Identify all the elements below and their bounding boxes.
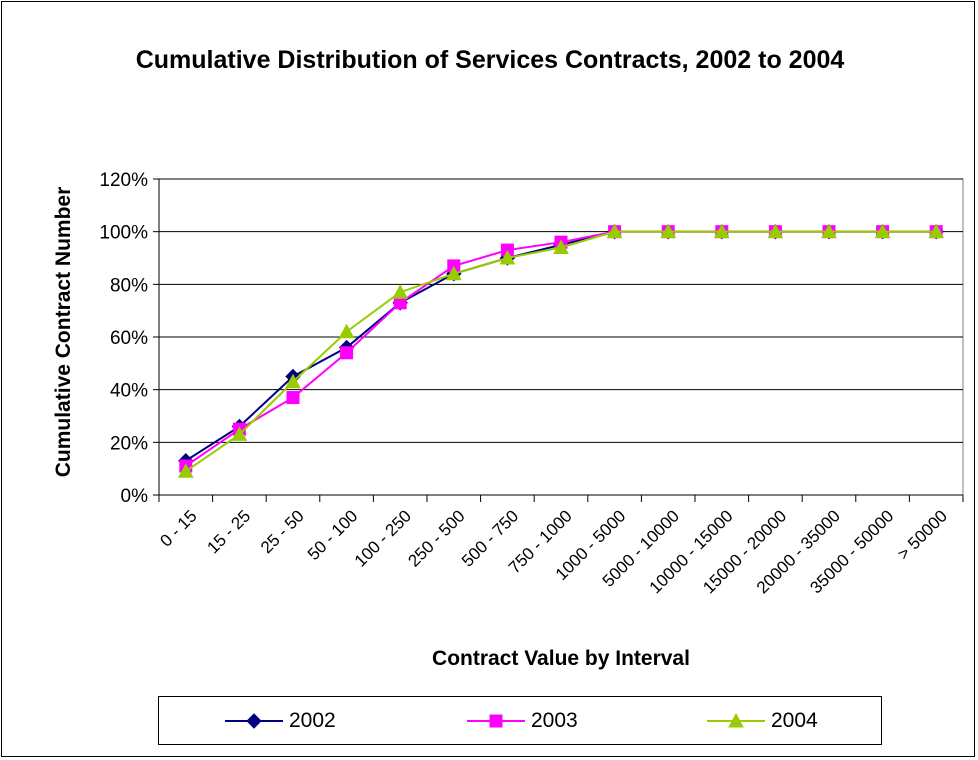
y-axis-title: Cumulative Contract Number: [52, 187, 75, 478]
data-point-2004: [928, 223, 945, 239]
data-point-2004: [660, 223, 677, 239]
x-tick-label: 15 - 25: [203, 506, 254, 557]
legend-label: 2003: [531, 708, 578, 732]
data-point-2004: [874, 223, 891, 239]
data-point-2003: [286, 391, 300, 405]
legend-swatch: [467, 714, 525, 727]
gridlines: [158, 178, 964, 496]
legend-swatch-marker: [728, 712, 744, 727]
series-2002: [178, 223, 944, 469]
legend-swatch-marker: [246, 712, 262, 729]
data-point-2004: [177, 463, 194, 478]
data-point-2004: [445, 265, 462, 281]
y-tick-label: 60%: [110, 328, 148, 349]
legend: 2002 2003 2004: [158, 696, 882, 745]
x-tick-label: 100 - 250: [351, 506, 415, 570]
data-point-2004: [713, 223, 730, 239]
legend-entry-2003: 2003: [465, 697, 578, 744]
y-tick-label: 40%: [110, 381, 148, 402]
data-point-2003: [340, 346, 354, 360]
legend-swatch: [225, 712, 283, 729]
data-point-2004: [553, 239, 569, 254]
legend-entry-2004: 2004: [705, 697, 818, 744]
data-point-2004: [392, 284, 409, 299]
series-line-2002: [185, 230, 937, 462]
y-tick-label: 100%: [99, 223, 148, 244]
legend-entry-2002: 2002: [223, 697, 336, 744]
y-tick-label: 0%: [121, 486, 149, 507]
data-point-2004: [285, 373, 301, 389]
data-point-2004: [767, 223, 784, 239]
data-point-2004: [338, 323, 355, 339]
y-tick-label: 120%: [99, 170, 148, 191]
y-tick-labels: 0% 20% 40% 60% 80% 100% 120%: [99, 170, 148, 507]
x-tick-label: > 50000: [894, 506, 951, 563]
data-point-2004: [606, 223, 623, 239]
x-tick-label: 25 - 50: [257, 506, 308, 557]
series-2004: [177, 223, 945, 478]
data-point-2004: [499, 249, 516, 265]
legend-swatch: [707, 712, 765, 727]
series-2003: [179, 225, 943, 473]
x-tick-label: 0 - 15: [156, 506, 200, 550]
legend-label: 2002: [289, 708, 336, 732]
x-tick-label: 250 - 500: [404, 506, 468, 570]
series-lines: [177, 223, 945, 478]
y-tick-label: 80%: [110, 275, 148, 296]
legend-swatch-marker: [489, 714, 503, 727]
x-axis-title: Contract Value by Interval: [432, 647, 690, 670]
chart-title: Cumulative Distribution of Services Cont…: [135, 46, 845, 74]
series-line-2004: [185, 230, 937, 473]
data-point-2004: [821, 223, 837, 239]
legend-label: 2004: [771, 708, 818, 732]
axes: [153, 178, 964, 502]
data-point-2004: [231, 426, 248, 441]
y-tick-label: 20%: [110, 433, 148, 454]
series-line-2003: [185, 230, 937, 467]
